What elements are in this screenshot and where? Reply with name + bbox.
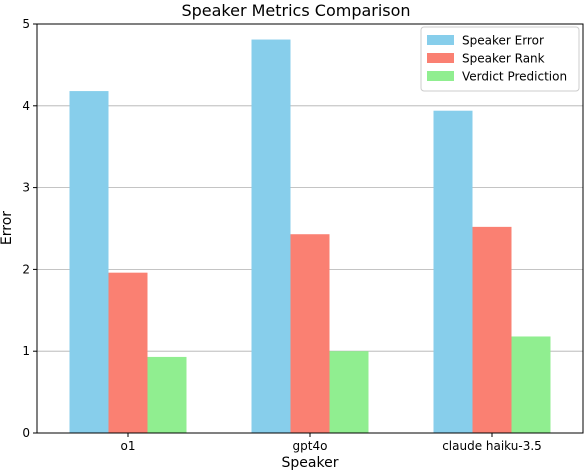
bar-verdict-prediction-2 <box>511 336 551 433</box>
x-axis-ticks: o1 gpt4o claude haiku-3.5 <box>121 433 542 453</box>
legend-swatch <box>427 71 454 81</box>
y-tick-label: 0 <box>22 426 30 440</box>
chart-title: Speaker Metrics Comparison <box>181 1 410 20</box>
legend-box <box>420 26 580 92</box>
bars <box>69 39 551 434</box>
y-axis-label: Error <box>0 211 15 245</box>
bar-speaker-error-1 <box>251 39 291 434</box>
bar-verdict-prediction-0 <box>147 356 187 433</box>
legend: Speaker Error Speaker Rank Verdict Predict… <box>420 26 580 92</box>
x-tick-label: o1 <box>121 439 136 453</box>
legend-swatch <box>427 53 454 63</box>
bar-speaker-error-0 <box>69 91 109 434</box>
bar-speaker-error-2 <box>433 110 473 433</box>
y-tick-label: 2 <box>22 262 30 276</box>
x-tick-label: claude haiku-3.5 <box>442 439 542 453</box>
y-tick-label: 1 <box>22 344 30 358</box>
legend-label: Speaker Rank <box>462 52 545 66</box>
x-tick-label: gpt4o <box>293 439 328 453</box>
y-tick-label: 5 <box>22 17 30 31</box>
bar-verdict-prediction-1 <box>329 351 369 433</box>
bar-speaker-rank-0 <box>108 272 148 433</box>
bar-speaker-rank-2 <box>472 226 512 433</box>
legend-swatch <box>427 35 454 45</box>
y-tick-label: 4 <box>22 99 30 113</box>
bar-speaker-rank-1 <box>290 234 330 433</box>
legend-label: Verdict Prediction <box>462 70 567 84</box>
legend-label: Speaker Error <box>462 34 544 48</box>
y-axis-ticks: 0 1 2 3 4 5 <box>22 17 37 440</box>
x-axis-label: Speaker <box>282 455 339 470</box>
y-tick-label: 3 <box>22 181 30 195</box>
